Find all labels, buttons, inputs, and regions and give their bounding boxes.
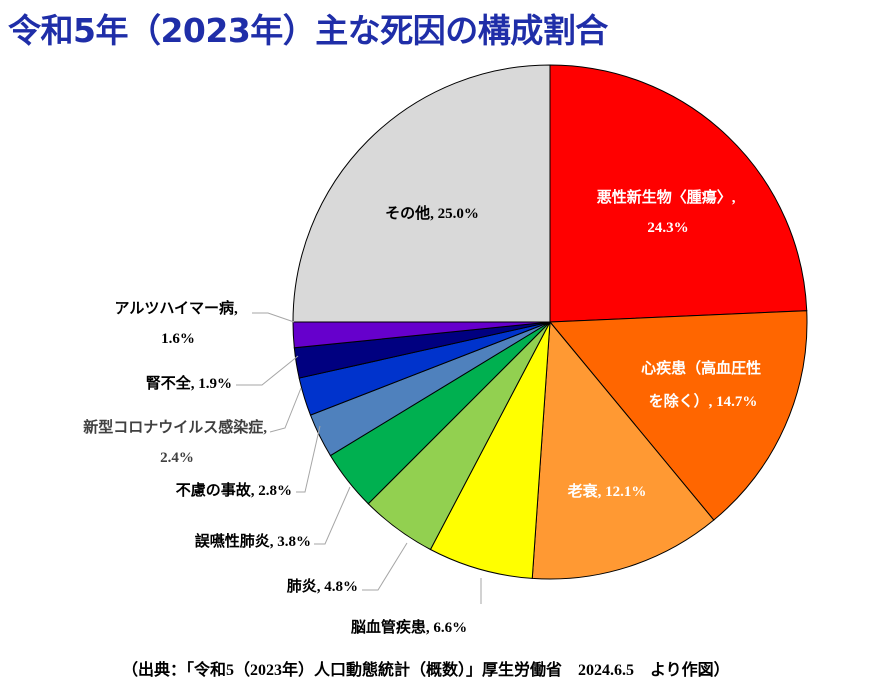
source-note: （出典：「令和5（2023年）人口動態統計（概数）」厚生労働省 2024.6.5… [122, 662, 730, 679]
label-accident: 不慮の事故, 2.8% [176, 481, 292, 499]
leader-aspiration [314, 486, 351, 545]
leader-covid [269, 387, 302, 433]
leader-alzheimer [252, 312, 295, 323]
label-cancer: 悪性新生物〈腫瘍〉, 24.3% [597, 188, 740, 236]
leader-accident [296, 425, 321, 493]
label-stroke: 脳血管疾患, 6.6% [351, 618, 467, 636]
label-alzheimer: アルツハイマー病, 1.6% [114, 299, 241, 347]
label-heart: 心疾患（高血圧性 を除く）, 14.7% [641, 359, 765, 410]
label-covid: 新型コロナウイルス感染症, 2.4% [83, 418, 271, 466]
chart-title: 令和5年（2023年）主な死因の構成割合 [8, 11, 608, 50]
label-aspiration: 誤嚥性肺炎, 3.8% [195, 532, 311, 550]
pie-slice-2 [531, 320, 715, 580]
leader-pneumonia [362, 542, 408, 591]
leader-renal [236, 355, 299, 386]
pie-slice-0 [549, 64, 808, 323]
label-senility: 老衰, 12.1% [567, 482, 647, 500]
pie-slice-10 [292, 64, 551, 323]
leader-lines [236, 312, 482, 604]
label-renal: 腎不全, 1.9% [146, 374, 232, 392]
pie-slices [292, 64, 808, 580]
label-pneumonia: 肺炎, 4.8% [287, 577, 358, 595]
label-other: その他, 25.0% [385, 204, 479, 222]
pie-slice-1 [548, 310, 808, 521]
